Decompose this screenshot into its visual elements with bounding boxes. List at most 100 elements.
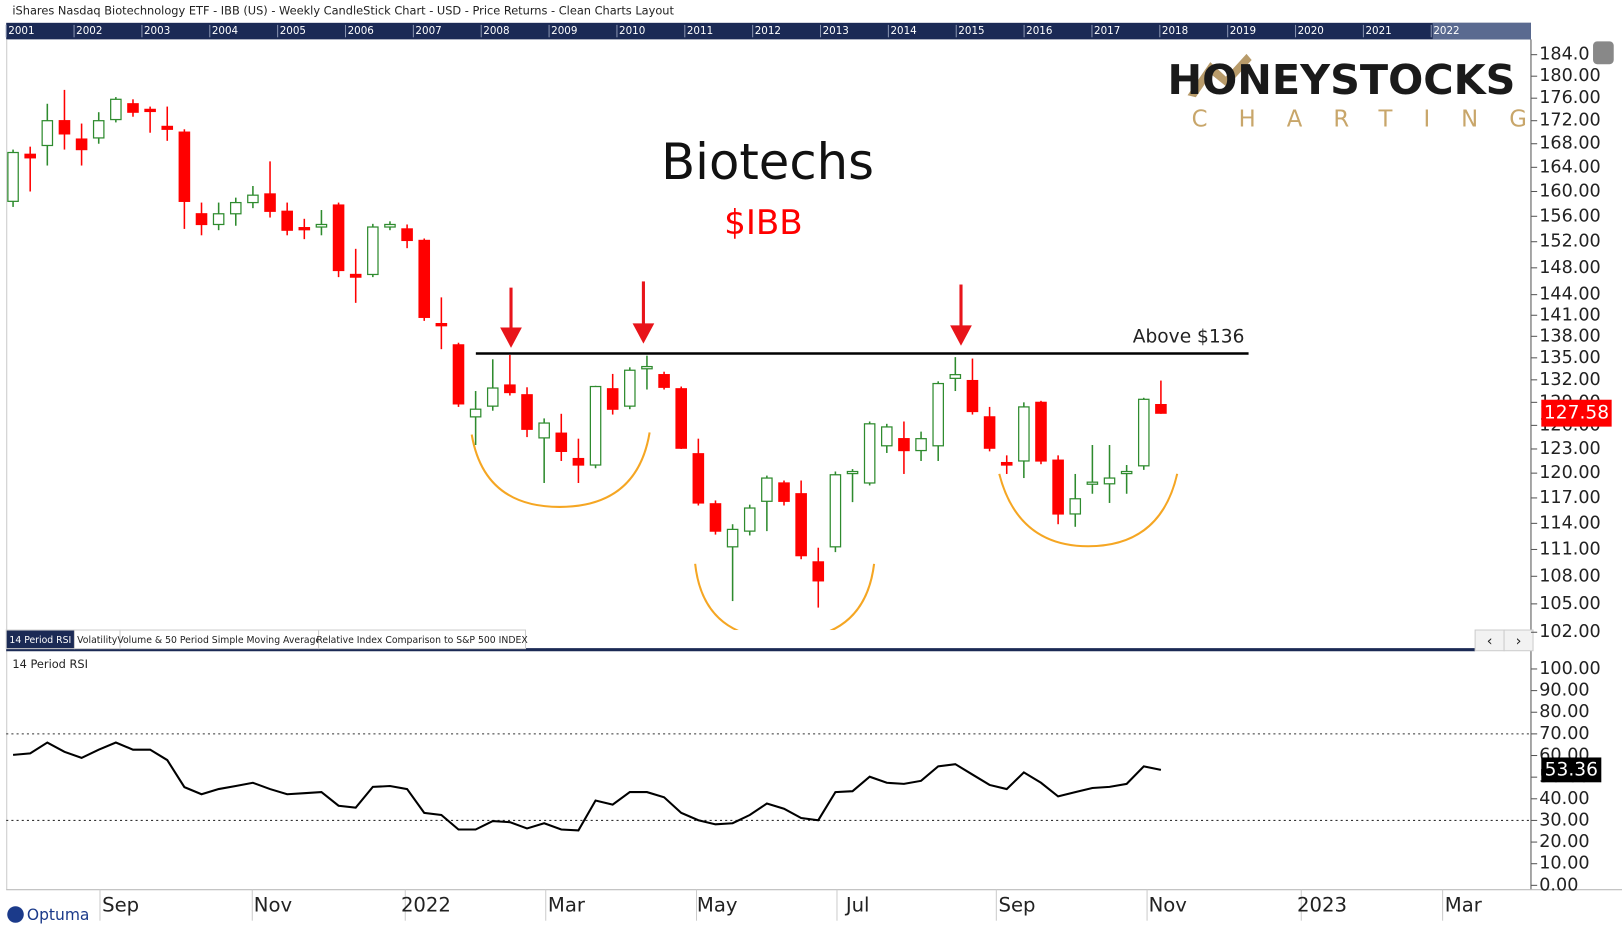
timeline-year: 2014	[890, 25, 916, 37]
y-tick-label: 132.00	[1539, 370, 1601, 390]
y-tick-label: 114.00	[1539, 513, 1601, 533]
scroll-right[interactable]	[1503, 629, 1534, 652]
candle-body	[264, 193, 276, 212]
candle-body	[1069, 498, 1082, 515]
timeline-year: 2021	[1365, 25, 1391, 37]
y-tick-label: 168.00	[1539, 134, 1601, 154]
candle-body	[195, 213, 208, 226]
timeline-year: 2016	[1026, 25, 1052, 37]
timeline-year: 2019	[1230, 25, 1256, 37]
candle-body	[726, 528, 739, 548]
timeline-window[interactable]	[1432, 22, 1531, 40]
timeline-year: 2017	[1094, 25, 1120, 37]
y-tick-label: 102.00	[1539, 622, 1601, 642]
chart-subtitle: $IBB	[724, 203, 803, 243]
timeline-year: 2020	[1298, 25, 1324, 37]
tab-label: Volume & 50 Period Simple Moving Average	[117, 635, 321, 646]
timeline-year: 2001	[8, 25, 34, 37]
arc	[998, 473, 1179, 548]
x-tick-label: Nov	[1149, 894, 1188, 917]
tab-label: Volatility	[77, 635, 118, 646]
y-tick-label: 164.00	[1539, 157, 1601, 177]
candle-body	[1120, 470, 1133, 475]
x-tick-label: May	[697, 894, 738, 917]
timeline-year: 2013	[823, 25, 849, 37]
timeline-year: 2022	[1433, 25, 1459, 37]
timeline-year: 2007	[415, 25, 441, 37]
last-rsi-box	[1541, 757, 1602, 783]
y-tick-label: 108.00	[1539, 566, 1601, 586]
candle-body	[92, 120, 105, 139]
logo-tagline: CHARTING	[1192, 107, 1558, 133]
candle-body	[915, 438, 927, 452]
timeline-year: 2003	[144, 25, 170, 37]
y-tick-label: 176.00	[1539, 88, 1601, 108]
candle-body	[349, 273, 362, 278]
candle-body	[229, 201, 242, 215]
candle-body	[315, 223, 328, 228]
candle-body	[1018, 406, 1030, 462]
y-tick-label: 10.00	[1539, 854, 1589, 874]
x-tick-label: Nov	[254, 894, 293, 917]
candle-body	[881, 426, 893, 447]
candle-body	[572, 457, 585, 466]
candle-body	[863, 423, 876, 484]
y-tick-label: 105.00	[1539, 594, 1601, 614]
timeline-year: 2002	[76, 25, 102, 37]
y-tick-label: 184.0	[1539, 45, 1589, 65]
candle-body	[1052, 459, 1064, 515]
arrow-head	[950, 325, 972, 346]
y-tick-label: 100.00	[1539, 659, 1601, 679]
logo-mark	[1187, 53, 1252, 98]
candle-body	[7, 151, 19, 202]
candle-body	[709, 503, 722, 532]
footer-logo: Optuma	[27, 906, 90, 924]
panel-title: 14 Period RSI	[12, 657, 88, 671]
left-border	[6, 39, 8, 890]
y-tick-label: 135.00	[1539, 348, 1601, 368]
y-tick-label: 160.00	[1539, 182, 1601, 202]
candle-body	[589, 385, 602, 466]
timeline-year: 2006	[348, 25, 374, 37]
y-tick-label: 117.00	[1539, 488, 1601, 508]
timeline-year: 2010	[619, 25, 645, 37]
y-tick-label: 156.00	[1539, 206, 1601, 226]
y-tick-label: 70.00	[1539, 724, 1589, 744]
candle-body	[127, 103, 139, 113]
timeline-bar[interactable]	[6, 22, 1531, 40]
candle-body	[658, 374, 670, 388]
candle-body	[761, 477, 773, 502]
candle-body	[555, 432, 568, 452]
candle-body	[932, 382, 944, 447]
candle-body	[743, 507, 756, 532]
tab[interactable]	[318, 629, 527, 650]
candle-body	[521, 394, 533, 430]
y-tick-label: 180.00	[1539, 66, 1601, 86]
timeline-year: 2004	[212, 25, 238, 37]
tab-label: Relative Index Comparison to S&P 500 IND…	[316, 635, 528, 646]
y-tick-label: 123.00	[1539, 439, 1601, 459]
candle-body	[812, 561, 825, 582]
candle-body	[469, 408, 482, 418]
arrow-head	[632, 323, 655, 344]
x-tick-label: Jul	[844, 894, 870, 917]
candle-body	[486, 387, 499, 407]
candle-body	[1137, 398, 1150, 467]
y-tick-label: 20.00	[1539, 832, 1589, 852]
y-tick-label: 152.00	[1539, 232, 1601, 252]
candle-body	[829, 474, 842, 548]
rsi-line	[12, 741, 1162, 832]
candle-body	[178, 131, 191, 202]
candle-body	[1155, 403, 1167, 414]
x-tick-label: Sep	[102, 894, 139, 917]
candle-body	[435, 323, 448, 327]
y-tick-label: 138.00	[1539, 326, 1601, 346]
candle-body	[606, 388, 619, 410]
candle-body	[692, 453, 705, 504]
x-tick-label: 2023	[1297, 894, 1347, 917]
lock-icon[interactable]	[1593, 41, 1614, 65]
candle-body	[624, 369, 636, 407]
